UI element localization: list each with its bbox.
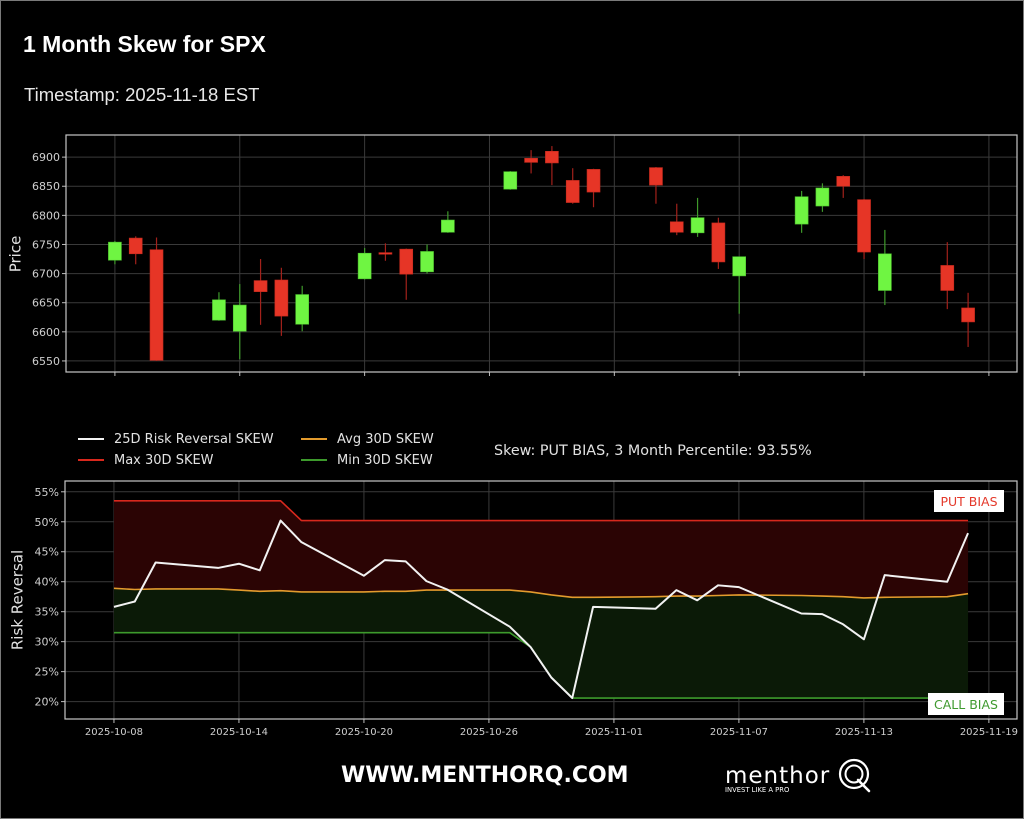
candle-down xyxy=(378,252,393,255)
y-tick-label: 25% xyxy=(35,666,59,679)
y-tick-label: 6650 xyxy=(32,297,60,310)
plot-frame xyxy=(64,480,1018,720)
y-tick-label: 6850 xyxy=(32,180,60,193)
y-tick-label: 6700 xyxy=(32,268,60,281)
candle-up xyxy=(295,294,309,325)
candle-up xyxy=(357,252,372,280)
series-line-0 xyxy=(113,519,969,700)
x-tick-label: 2025-10-08 xyxy=(85,727,143,738)
website-url: WWW.MENTHORQ.COM xyxy=(341,763,629,788)
candle-down xyxy=(565,180,580,203)
candle-down xyxy=(524,157,538,163)
candle-down xyxy=(253,280,268,292)
price-candlestick-chart: 6550 6600 6650 6700 6750 6800 6850 6900 Price xyxy=(7,134,1018,376)
y-tick-label: 35% xyxy=(35,606,59,619)
skew-status-text: Skew: PUT BIAS, 3 Month Percentile: 93.5… xyxy=(494,443,812,459)
candle-up xyxy=(732,256,746,277)
series-line-2 xyxy=(113,587,969,599)
y-tick-label: 50% xyxy=(35,516,59,529)
candle-up xyxy=(794,196,809,225)
y-tick-label: 6550 xyxy=(32,355,60,368)
legend-label: 25D Risk Reversal SKEW xyxy=(114,431,274,447)
candle-down xyxy=(711,222,726,263)
y-tick-label: 6750 xyxy=(32,238,60,251)
legend-item-25d-risk-reversal: 25D Risk Reversal SKEW xyxy=(78,431,274,447)
candle-down xyxy=(961,307,975,323)
candle-down xyxy=(545,151,559,164)
candle-up xyxy=(503,171,518,190)
candle-down xyxy=(857,199,871,253)
timestamp: Timestamp: 2025-11-18 EST xyxy=(24,84,260,105)
x-tick-label: 2025-11-01 xyxy=(585,727,643,738)
legend-label: Max 30D SKEW xyxy=(114,452,214,468)
x-tick-label: 2025-11-19 xyxy=(960,727,1018,738)
page-title: 1 Month Skew for SPX xyxy=(23,31,266,57)
y-tick-label: 55% xyxy=(35,486,59,499)
put-bias-label: PUT BIAS xyxy=(934,490,1004,512)
y-tick-label: 6600 xyxy=(32,326,60,339)
candle-down xyxy=(649,167,663,186)
candle-down xyxy=(669,221,684,233)
legend-swatch-orange-line xyxy=(301,438,327,440)
legend-item-min-30d: Min 30D SKEW xyxy=(301,452,433,468)
call-bias-label: CALL BIAS xyxy=(928,693,1004,715)
put-bias-fill xyxy=(113,500,969,598)
legend-swatch-red-line xyxy=(78,459,104,461)
y-tick-label: 20% xyxy=(35,696,59,709)
candle-up xyxy=(232,304,247,332)
x-tick-label: 2025-10-14 xyxy=(210,727,268,738)
candle-up xyxy=(420,251,434,273)
legend-item-avg-30d: Avg 30D SKEW xyxy=(301,431,434,447)
candle-up xyxy=(690,217,705,234)
x-tick-label: 2025-11-07 xyxy=(710,727,768,738)
y-tick-label: 40% xyxy=(35,576,59,589)
candle-up xyxy=(212,299,226,321)
candle-up xyxy=(108,241,122,261)
legend-swatch-green-line xyxy=(301,459,327,461)
y-axis-label: Price xyxy=(7,236,25,273)
candle-down xyxy=(399,248,414,275)
plot-frame xyxy=(65,134,1018,373)
candle-down xyxy=(274,279,289,317)
q-ring-icon xyxy=(838,758,871,793)
candle-up xyxy=(815,187,830,207)
legend-item-max-30d: Max 30D SKEW xyxy=(78,452,214,468)
logo-tagline: INVEST LIKE A PRO xyxy=(725,786,789,794)
candle-up xyxy=(441,219,455,233)
legend-label: Avg 30D SKEW xyxy=(337,431,434,447)
x-tick-label: 2025-10-26 xyxy=(460,727,518,738)
candle-down xyxy=(836,176,851,187)
y-tick-label: 6900 xyxy=(32,151,60,164)
candle-down xyxy=(940,265,955,291)
call-bias-fill xyxy=(113,588,969,699)
x-tick-label: 2025-10-20 xyxy=(335,727,393,738)
candle-down xyxy=(128,237,143,255)
logo-wordmark: menthor xyxy=(725,763,830,789)
series-line-1 xyxy=(113,499,969,522)
candle-down xyxy=(586,169,601,193)
menthorq-logo: menthor INVEST LIKE A PRO xyxy=(725,758,871,794)
legend-label: Min 30D SKEW xyxy=(337,452,433,468)
legend-swatch-white-line xyxy=(78,438,104,440)
risk-reversal-line-chart: 20% 25% 30% 35% 40% 45% 50% 55% 2025-10-08 2025-1… xyxy=(9,480,1018,738)
x-tick-label: 2025-11-13 xyxy=(835,727,893,738)
y-tick-label: 30% xyxy=(35,636,59,649)
y-tick-label: 45% xyxy=(35,546,59,559)
y-tick-label: 6800 xyxy=(32,209,60,222)
candle-down xyxy=(149,249,164,361)
candle-up xyxy=(878,253,892,291)
y-axis-label: Risk Reversal xyxy=(9,550,27,650)
